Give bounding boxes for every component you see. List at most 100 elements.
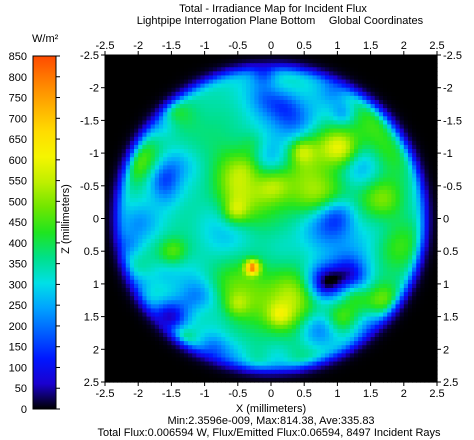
heatmap-cell: [134, 287, 139, 293]
heatmap-cell: [291, 71, 297, 77]
heatmap-cell: [337, 157, 343, 162]
heatmap-cell: [196, 218, 202, 224]
heatmap-cell: [333, 87, 338, 93]
heatmap-cell: [188, 165, 193, 171]
heatmap-cell: [324, 300, 330, 305]
heatmap-cell: [312, 120, 318, 126]
heatmap-cell: [175, 296, 181, 301]
heatmap-cell: [167, 116, 172, 121]
heatmap-cell: [354, 226, 359, 232]
heatmap-cell: [279, 275, 285, 281]
heatmap-cell: [308, 189, 314, 195]
heatmap-cell: [403, 189, 409, 195]
heatmap-cell: [358, 287, 363, 293]
heatmap-cell: [117, 275, 123, 281]
heatmap-cell: [391, 198, 397, 203]
heatmap-cell: [304, 59, 309, 64]
heatmap-cell: [105, 275, 110, 281]
heatmap-cell: [333, 263, 338, 269]
heatmap-cell: [283, 136, 289, 142]
heatmap-cell: [312, 157, 318, 162]
heatmap-cell: [196, 71, 202, 77]
heatmap-cell: [316, 263, 322, 269]
heatmap-cell: [279, 140, 285, 146]
heatmap-cell: [204, 144, 210, 150]
heatmap-cell: [105, 149, 110, 154]
heatmap-cell: [283, 193, 289, 199]
heatmap-cell: [175, 279, 181, 285]
heatmap-cell: [192, 95, 197, 101]
heatmap-cell: [138, 59, 143, 64]
heatmap-cell: [246, 91, 251, 97]
heatmap-cell: [362, 287, 368, 293]
heatmap-cell: [383, 165, 388, 171]
heatmap-cell: [221, 287, 226, 293]
heatmap-cell: [241, 149, 247, 154]
heatmap-cell: [204, 185, 210, 191]
heatmap-cell: [167, 108, 172, 113]
heatmap-cell: [420, 198, 426, 203]
heatmap-cell: [312, 149, 318, 154]
heatmap-cell: [241, 87, 247, 93]
heatmap-cell: [329, 173, 334, 179]
heatmap-cell: [233, 300, 239, 305]
heatmap-cell: [403, 247, 409, 252]
heatmap-cell: [358, 292, 363, 297]
heatmap-cell: [258, 255, 264, 260]
heatmap-cell: [341, 206, 347, 211]
heatmap-cell: [370, 116, 376, 121]
heatmap-cell: [416, 287, 421, 293]
heatmap-cell: [333, 267, 338, 273]
heatmap-cell: [204, 157, 210, 162]
heatmap-cell: [134, 87, 139, 93]
heatmap-cell: [266, 120, 272, 126]
heatmap-cell: [229, 79, 235, 85]
heatmap-cell: [109, 271, 114, 277]
heatmap-cell: [196, 157, 202, 162]
heatmap-cell: [254, 271, 260, 277]
heatmap-cell: [129, 99, 135, 105]
heatmap-cell: [179, 304, 185, 310]
heatmap-cell: [432, 206, 438, 211]
heatmap-cell: [246, 243, 251, 248]
heatmap-cell: [175, 83, 181, 89]
heatmap-cell: [366, 259, 372, 265]
heatmap-cell: [154, 287, 160, 293]
heatmap-cell: [337, 173, 343, 179]
heatmap-cell: [117, 247, 123, 252]
heatmap-cell: [225, 140, 231, 146]
heatmap-cell: [420, 165, 426, 171]
heatmap-cell: [378, 173, 384, 179]
heatmap-cell: [204, 132, 210, 138]
heatmap-cell: [146, 247, 152, 252]
heatmap-cell: [416, 275, 421, 281]
heatmap-cell: [241, 222, 247, 228]
heatmap-cell: [229, 210, 235, 216]
heatmap-cell: [179, 120, 185, 126]
heatmap-cell: [167, 165, 172, 171]
heatmap-cell: [208, 83, 214, 89]
heatmap-cell: [125, 292, 131, 297]
heatmap-cell: [105, 243, 110, 248]
heatmap-cell: [395, 189, 401, 195]
heatmap-cell: [329, 79, 334, 85]
heatmap-cell: [271, 218, 276, 224]
heatmap-cell: [416, 230, 421, 236]
heatmap-cell: [208, 140, 214, 146]
heatmap-cell: [233, 214, 239, 220]
heatmap-cell: [154, 67, 160, 72]
heatmap-cell: [171, 136, 177, 142]
heatmap-cell: [208, 255, 214, 260]
heatmap-cell: [125, 259, 131, 265]
heatmap-cell: [341, 128, 347, 134]
heatmap-cell: [358, 67, 363, 72]
heatmap-cell: [362, 165, 368, 171]
heatmap-cell: [304, 247, 309, 252]
heatmap-cell: [316, 120, 322, 126]
heatmap-cell: [113, 296, 119, 301]
heatmap-cell: [233, 198, 239, 203]
heatmap-cell: [258, 144, 264, 150]
heatmap-cell: [212, 222, 218, 228]
heatmap-cell: [121, 287, 127, 293]
heatmap-cell: [208, 222, 214, 228]
